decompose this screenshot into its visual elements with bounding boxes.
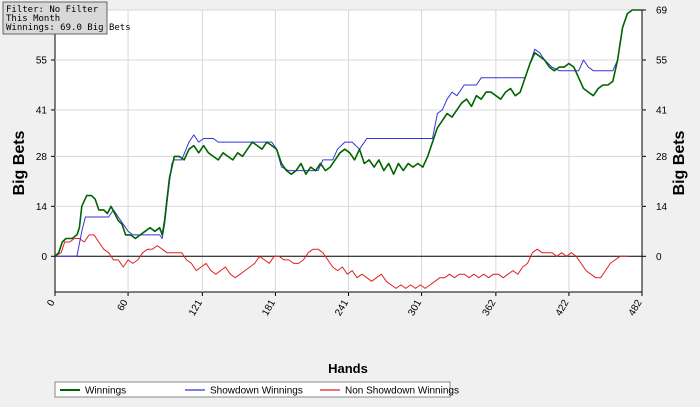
- winnings-line: [54, 9, 642, 257]
- x-tick-label: 0: [45, 298, 58, 309]
- y-tick-label-right: 28: [656, 152, 668, 163]
- y-axis-title-left: Big Bets: [11, 130, 28, 195]
- y-tick-label-right: 55: [656, 55, 668, 66]
- x-tick-label: 121: [187, 298, 205, 318]
- x-tick-label: 301: [406, 298, 424, 318]
- legend-item-non-showdown: Non Showdown Winnings: [345, 386, 459, 397]
- info-filter: Filter: No Filter: [6, 5, 99, 15]
- x-tick-label: 60: [116, 298, 131, 314]
- showdown-winnings-line: [55, 9, 642, 257]
- x-tick-label: 241: [333, 298, 351, 318]
- y-tick-label: 41: [36, 105, 48, 116]
- y-tick-label: 55: [36, 55, 48, 66]
- y-tick-label-right: 0: [656, 252, 662, 263]
- y-tick-label-right: 69: [656, 6, 668, 17]
- y-tick-label: 0: [41, 252, 47, 263]
- right-y-ticks: 0 14 28 41 55 69: [642, 6, 668, 263]
- x-ticks: 0 60 121 181 241 301 362 422 482: [45, 292, 645, 318]
- x-tick-label: 362: [481, 298, 499, 318]
- x-tick-label: 422: [554, 298, 572, 318]
- y-tick-label-right: 41: [656, 105, 668, 116]
- legend-item-showdown: Showdown Winnings: [210, 386, 303, 397]
- x-tick-label: 181: [260, 298, 278, 318]
- info-box: Filter: No Filter This Month Winnings: 6…: [2, 1, 131, 35]
- y-axis-title-right: Big Bets: [671, 130, 688, 195]
- legend: Winnings Showdown Winnings Non Showdown Wi…: [54, 381, 459, 398]
- legend-item-winnings: Winnings: [85, 386, 126, 397]
- y-tick-label-right: 14: [656, 202, 668, 213]
- x-axis-title: Hands: [328, 361, 368, 376]
- info-period: This Month: [6, 14, 60, 24]
- x-tick-label: 482: [627, 298, 645, 318]
- series-layer: [54, 9, 642, 289]
- info-winnings: Winnings: 69.0 Big Bets: [6, 23, 131, 33]
- y-tick-label: 28: [36, 152, 48, 163]
- y-tick-label: 14: [36, 202, 48, 213]
- non-showdown-winnings-line: [54, 234, 628, 289]
